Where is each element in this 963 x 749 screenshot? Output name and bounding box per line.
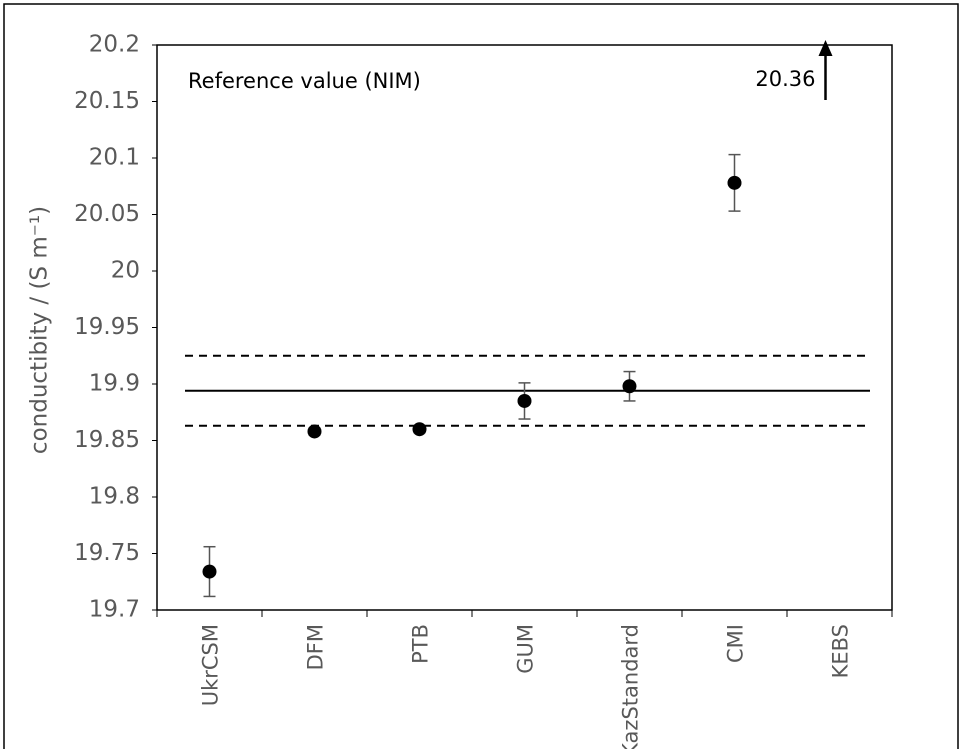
y-tick-label: 20.2 xyxy=(89,32,140,58)
arrow-head xyxy=(818,40,833,56)
annotation: Reference value (NIM) xyxy=(188,69,421,93)
y-tick-label: 20.15 xyxy=(74,88,140,114)
x-tick-label: GUM xyxy=(514,624,538,674)
data-point xyxy=(202,564,217,579)
data-point xyxy=(517,393,532,408)
y-tick-label: 19.7 xyxy=(89,597,140,623)
y-tick-label: 19.9 xyxy=(89,371,140,397)
x-tick-label: UkrCSM xyxy=(199,624,223,706)
outer-border xyxy=(3,3,959,749)
data-point xyxy=(727,175,742,190)
y-tick-label: 20 xyxy=(111,258,140,284)
data-point xyxy=(622,379,637,394)
off-scale-label: 20.36 xyxy=(755,67,815,91)
y-tick-label: 20.05 xyxy=(74,201,140,227)
y-tick-label: 19.75 xyxy=(74,540,140,566)
y-tick-label: 19.8 xyxy=(89,484,140,510)
y-tick-label: 19.85 xyxy=(74,427,140,453)
x-tick-label: KazStandard xyxy=(619,624,643,749)
y-axis-label: conductibity / (S m⁻¹) xyxy=(27,206,53,454)
y-tick-label: 20.1 xyxy=(89,145,140,171)
x-tick-label: KEBS xyxy=(829,624,853,678)
y-tick-label: 19.95 xyxy=(74,314,140,340)
data-point xyxy=(307,424,322,439)
x-tick-label: CMI xyxy=(724,624,748,663)
x-tick-label: PTB xyxy=(409,624,433,664)
x-tick-label: DFM xyxy=(304,624,328,670)
plot-frame xyxy=(156,44,893,611)
data-point xyxy=(412,422,427,437)
